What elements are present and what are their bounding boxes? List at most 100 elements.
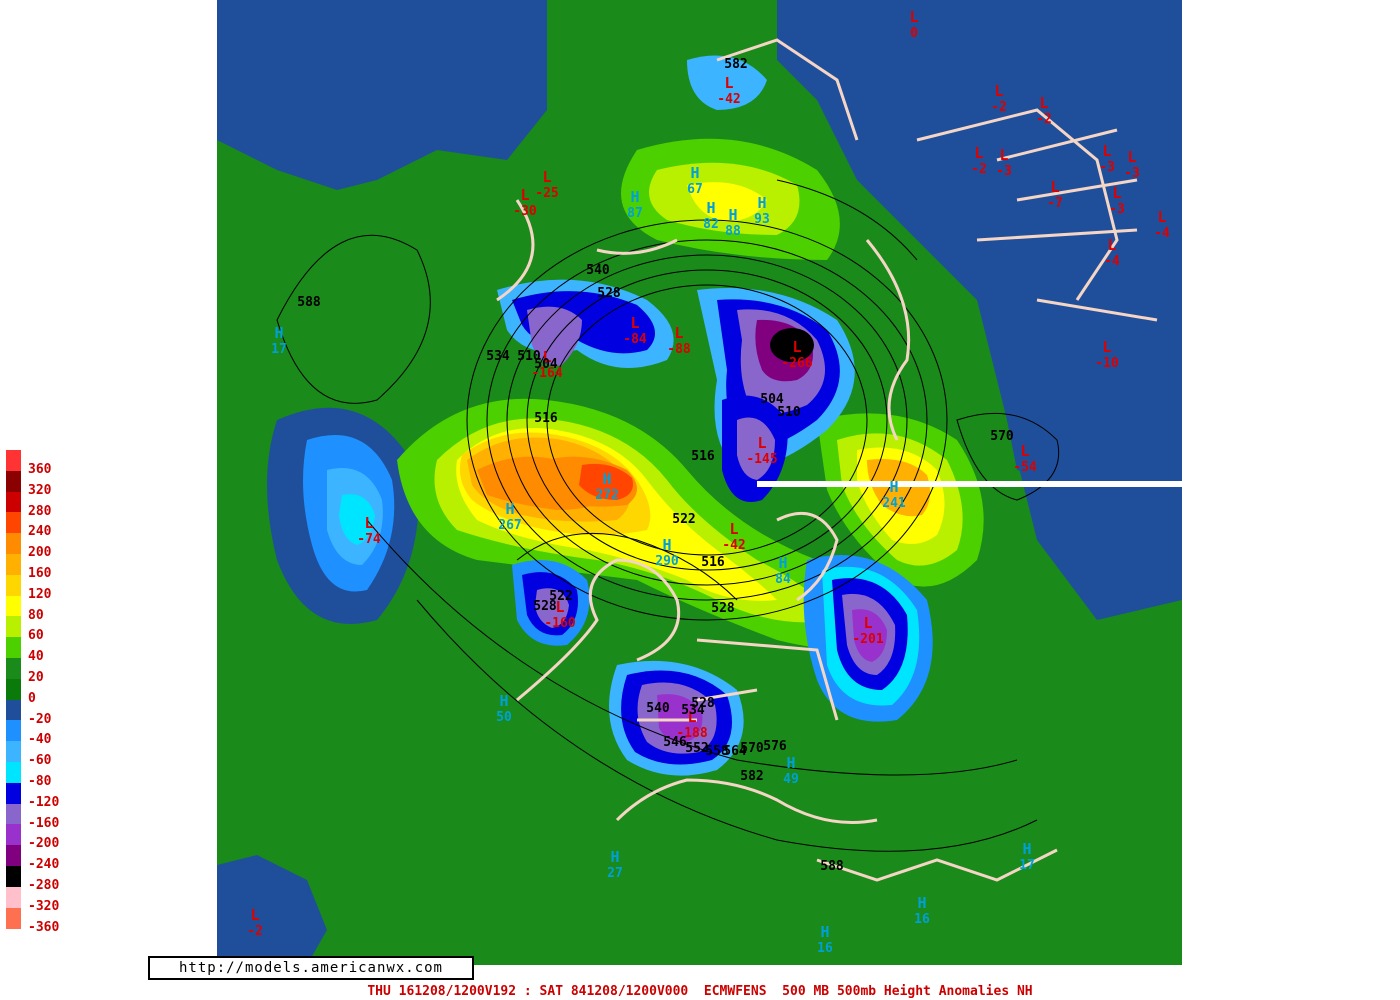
system-letter: H: [610, 848, 619, 866]
legend-swatch: [6, 907, 21, 930]
high-center: H17: [1019, 840, 1035, 873]
legend-label: -160: [28, 815, 60, 831]
legend-swatch: [6, 824, 21, 847]
system-anomaly-value: -88: [667, 342, 691, 357]
legend-label: 80: [28, 607, 44, 623]
system-anomaly-value: 82: [703, 217, 719, 232]
low-center: L0: [909, 8, 918, 41]
system-anomaly-value: -145: [746, 452, 777, 467]
system-letter: L: [1102, 142, 1111, 160]
contour-height-label: 516: [691, 449, 715, 464]
system-anomaly-value: -7: [1047, 196, 1063, 211]
system-letter: L: [792, 338, 801, 356]
high-center: H16: [817, 923, 833, 956]
low-center: L-266: [781, 338, 812, 371]
low-center: L-3: [1099, 142, 1115, 175]
legend-swatch: [6, 491, 21, 514]
system-letter: H: [778, 554, 787, 572]
system-letter: H: [786, 754, 795, 772]
low-center: L-160: [544, 598, 575, 631]
legend-swatch: [6, 762, 21, 784]
system-letter: L: [1107, 236, 1116, 254]
system-letter: L: [729, 520, 738, 538]
contour-height-label: 516: [534, 411, 558, 426]
legend-label: -320: [28, 898, 60, 914]
contour-height-label: 582: [740, 769, 763, 784]
contour-height-label: 516: [701, 555, 725, 570]
low-center: L-2: [247, 906, 263, 939]
low-center: L-3: [1109, 184, 1125, 217]
high-center: H87: [627, 188, 643, 221]
low-center: L-88: [667, 324, 691, 357]
legend-label: 200: [28, 545, 52, 561]
system-letter: H: [505, 500, 514, 518]
low-center: L-2: [971, 144, 987, 177]
system-letter: H: [917, 894, 926, 912]
legend-swatch: [6, 803, 21, 826]
system-letter: L: [630, 314, 639, 332]
low-center: L-30: [513, 186, 537, 219]
legend-label: 0: [28, 690, 36, 706]
low-center: L-54: [1013, 442, 1037, 475]
contour-height-label: 582: [724, 57, 747, 72]
system-anomaly-value: 67: [687, 182, 703, 197]
system-anomaly-value: -2: [971, 162, 987, 177]
system-letter: L: [974, 144, 983, 162]
system-anomaly-value: -188: [676, 726, 707, 741]
system-anomaly-value: -42: [722, 538, 745, 553]
contour-height-label: 522: [672, 512, 695, 527]
legend-label: 20: [28, 670, 44, 685]
legend-swatch: [6, 886, 21, 909]
system-letter: L: [687, 708, 696, 726]
system-letter: H: [1022, 840, 1031, 858]
system-letter: H: [630, 188, 639, 206]
coastlines: [496, 38, 1158, 882]
contour-height-label: 534: [486, 349, 510, 364]
legend-swatch: [6, 470, 21, 493]
system-letter: L: [1112, 184, 1121, 202]
high-center: H67: [687, 164, 703, 197]
system-anomaly-value: 17: [271, 342, 287, 357]
system-letter: L: [724, 74, 733, 92]
system-anomaly-value: 267: [498, 518, 521, 533]
system-anomaly-value: 241: [882, 496, 906, 511]
footer-caption: THU 161208/1200V192 : SAT 841208/1200V00…: [367, 984, 1033, 999]
system-letter: L: [1157, 208, 1166, 226]
system-letter: H: [662, 536, 671, 554]
system-letter: H: [728, 206, 737, 224]
high-center: H93: [754, 194, 770, 227]
positive-anomaly-bands: [397, 138, 984, 650]
contour-height-label: 540: [646, 701, 670, 716]
low-center: L-2: [1036, 94, 1052, 127]
legend-label: 280: [28, 503, 52, 519]
low-center: L-84: [623, 314, 647, 347]
system-letter: L: [999, 146, 1008, 164]
legend-swatch: [6, 554, 21, 576]
legend-swatch: [6, 450, 21, 472]
system-anomaly-value: -3: [996, 164, 1012, 179]
low-center: L-10: [1095, 338, 1119, 371]
contour-height-label: 564: [723, 744, 747, 759]
legend-swatch: [6, 866, 21, 888]
low-center: L-201: [852, 614, 883, 647]
low-center: L-4: [1154, 208, 1170, 241]
contour-height-label: 588: [820, 859, 844, 874]
high-center: H84: [775, 554, 791, 587]
legend-label: 120: [28, 586, 52, 602]
low-center: L-2: [991, 82, 1007, 115]
contour-height-label: 528: [691, 696, 715, 711]
contour-height-label: 546: [663, 735, 687, 750]
legend-swatch: [6, 845, 21, 867]
system-letter: L: [1020, 442, 1029, 460]
legend-label: 360: [28, 462, 52, 477]
system-letter: L: [1039, 94, 1048, 112]
system-letter: L: [520, 186, 529, 204]
legend-swatch: [6, 533, 21, 555]
legend-label: 160: [28, 566, 52, 581]
watermark-url: http://models.americanwx.com: [148, 956, 474, 980]
legend-swatch: [6, 574, 21, 597]
low-center: L-42: [717, 74, 740, 107]
system-letter: L: [1127, 148, 1136, 166]
system-letter: L: [1050, 178, 1059, 196]
